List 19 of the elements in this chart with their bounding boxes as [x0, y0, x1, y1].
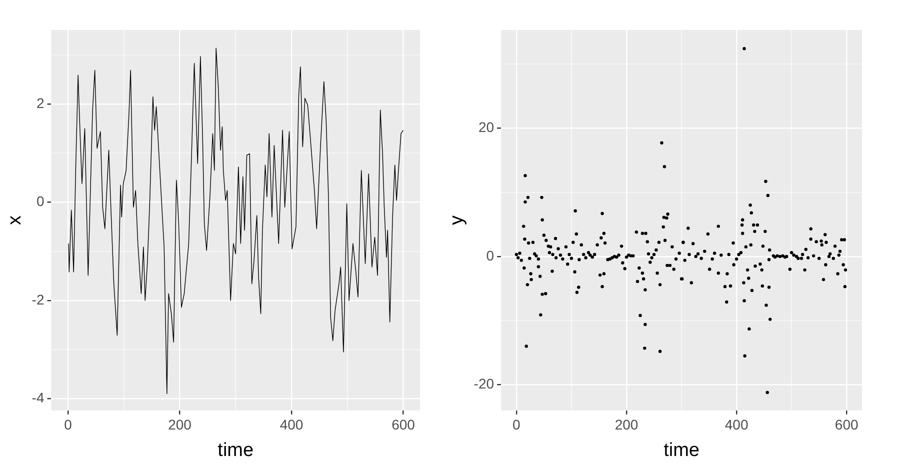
y-tick-label: 0: [486, 247, 494, 264]
x-tick-label: 600: [834, 416, 858, 433]
x-axis-title: time: [664, 440, 700, 461]
x-tick-label: 0: [64, 416, 72, 433]
y-tick-label: 2: [36, 94, 44, 111]
x-tick-label: 600: [392, 416, 416, 433]
x-axis-title: time: [218, 440, 254, 461]
x-tick-label: 0: [512, 416, 521, 433]
x-tick-label: 400: [280, 416, 304, 433]
x-tick-label: 400: [724, 416, 748, 433]
y-axis-title: x: [4, 214, 26, 225]
y-axis-title: y: [446, 214, 468, 225]
y-tick-label: 0: [36, 193, 44, 210]
x-tick-label: 200: [614, 416, 638, 433]
y-tick-label: -2: [32, 291, 44, 308]
y-tick-label: 20: [478, 119, 494, 136]
y-tick-label: -4: [32, 389, 44, 406]
y-tick-label: -20: [474, 376, 494, 392]
x-tick-label: 200: [168, 416, 192, 433]
